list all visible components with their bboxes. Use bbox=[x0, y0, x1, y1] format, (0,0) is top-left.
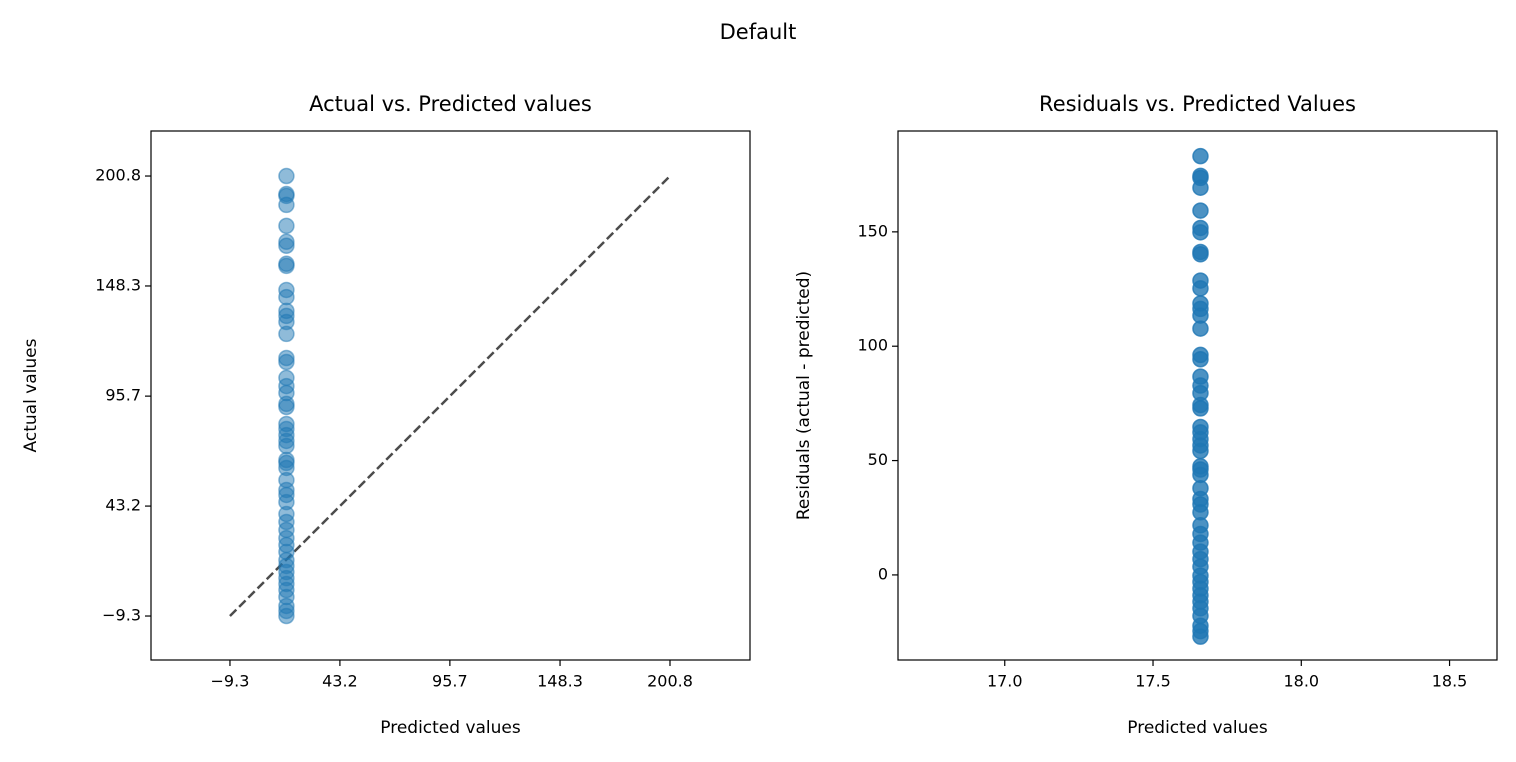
point bbox=[1192, 400, 1209, 417]
figure-title: Default bbox=[720, 20, 797, 44]
x-tick-label: 200.8 bbox=[647, 672, 693, 691]
point bbox=[278, 167, 295, 185]
point bbox=[1192, 246, 1209, 263]
axes-frame bbox=[150, 130, 751, 661]
x-axis-label: Predicted values bbox=[380, 718, 521, 738]
y-tick-label: 100 bbox=[857, 336, 888, 355]
point bbox=[278, 353, 295, 371]
axes-title: Actual vs. Predicted values bbox=[309, 92, 592, 116]
point bbox=[1192, 202, 1209, 219]
y-tick-label: −9.3 bbox=[102, 606, 141, 625]
axes-title: Residuals vs. Predicted Values bbox=[1039, 92, 1356, 116]
x-axis-label: Predicted values bbox=[1127, 718, 1268, 738]
point bbox=[1192, 350, 1209, 368]
point bbox=[278, 437, 295, 455]
point bbox=[278, 288, 295, 306]
y-tick-label: 0 bbox=[878, 564, 888, 583]
x-tick-label: 148.3 bbox=[537, 672, 583, 691]
x-tick-label: 17.0 bbox=[987, 672, 1023, 691]
y-tick-label: 200.8 bbox=[95, 166, 141, 185]
point bbox=[278, 217, 295, 235]
x-tick-label: 18.5 bbox=[1432, 672, 1468, 691]
y-tick-label: 150 bbox=[857, 221, 888, 240]
y-axis-label: Residuals (actual - predicted) bbox=[794, 271, 814, 520]
y-tick-label: 43.2 bbox=[105, 496, 141, 515]
point bbox=[278, 607, 295, 625]
y-tick-label: 50 bbox=[868, 450, 888, 469]
x-tick-label: 43.2 bbox=[322, 672, 358, 691]
point bbox=[278, 325, 295, 343]
point bbox=[1192, 147, 1209, 165]
point bbox=[278, 257, 295, 275]
point bbox=[1192, 628, 1209, 645]
x-tick-label: 95.7 bbox=[432, 672, 468, 691]
axes-frame bbox=[897, 130, 1498, 661]
x-tick-label: −9.3 bbox=[211, 672, 250, 691]
point bbox=[1192, 179, 1209, 196]
point bbox=[278, 196, 295, 214]
point bbox=[1192, 224, 1209, 241]
point bbox=[1192, 442, 1209, 460]
point bbox=[1192, 280, 1209, 297]
y-axis-label: Actual values bbox=[21, 338, 41, 452]
point bbox=[278, 237, 295, 255]
y-tick-label: 148.3 bbox=[95, 275, 141, 294]
point bbox=[1192, 320, 1209, 337]
point bbox=[278, 398, 295, 416]
x-tick-label: 18.0 bbox=[1283, 672, 1319, 691]
x-tick-label: 17.5 bbox=[1135, 672, 1171, 691]
y-tick-label: 95.7 bbox=[105, 386, 141, 405]
